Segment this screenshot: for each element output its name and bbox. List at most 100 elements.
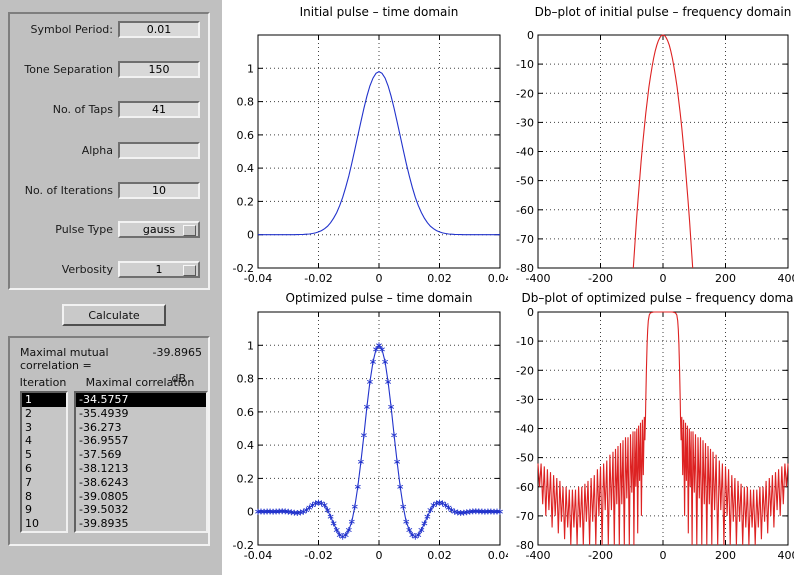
correlation-row-7[interactable]: -38.6243 [76, 476, 206, 490]
correlation-row-5[interactable]: -37.569 [76, 448, 206, 462]
iteration-row-9[interactable]: 9 [22, 503, 66, 517]
svg-text:-0.02: -0.02 [304, 549, 332, 562]
svg-text:0: 0 [660, 272, 667, 285]
correlation-row-6[interactable]: -38.1213 [76, 462, 206, 476]
svg-text:0: 0 [247, 506, 254, 519]
initial-time-plot: -0.04-0.0200.020.04-0.200.20.40.60.81Ini… [222, 0, 508, 290]
svg-text:400: 400 [778, 549, 794, 562]
calculate-button[interactable]: Calculate [62, 304, 166, 326]
svg-text:-0.2: -0.2 [233, 262, 254, 275]
svg-text:-80: -80 [516, 262, 534, 275]
correlation-row-4[interactable]: -36.9557 [76, 434, 206, 448]
param-row-pulse-type: Pulse Type gauss [10, 221, 208, 239]
svg-text:400: 400 [778, 272, 794, 285]
param-row-no-of-taps: No. of Taps 41 [10, 101, 208, 119]
iteration-row-1[interactable]: 1 [22, 393, 66, 407]
iteration-row-3[interactable]: 3 [22, 421, 66, 435]
svg-text:-0.02: -0.02 [304, 272, 332, 285]
svg-text:-20: -20 [516, 87, 534, 100]
svg-text:-30: -30 [516, 393, 534, 406]
iteration-row-8[interactable]: 8 [22, 490, 66, 504]
svg-text:-70: -70 [516, 233, 534, 246]
iteration-row-4[interactable]: 4 [22, 434, 66, 448]
svg-text:1: 1 [247, 62, 254, 75]
symbol-period-label: Symbol Period: [10, 23, 113, 36]
svg-text:Optimized pulse – time domain: Optimized pulse – time domain [286, 291, 473, 305]
svg-text:0.2: 0.2 [237, 195, 255, 208]
optimized-time-plot: -0.04-0.0200.020.04-0.200.20.40.60.81Opt… [222, 290, 508, 575]
svg-text:0.8: 0.8 [237, 96, 255, 109]
verbosity-popup-indicator-icon[interactable] [183, 265, 196, 276]
no-of-iterations-label: No. of Iterations [10, 184, 113, 197]
verbosity-label: Verbosity [10, 263, 113, 276]
pulse-type-label: Pulse Type [10, 223, 113, 236]
iteration-row-5[interactable]: 5 [22, 448, 66, 462]
svg-text:0.4: 0.4 [237, 162, 255, 175]
svg-text:Db–plot of initial pulse – fre: Db–plot of initial pulse – frequency dom… [535, 5, 792, 19]
svg-text:-80: -80 [516, 539, 534, 552]
no-of-taps-field[interactable]: 41 [118, 101, 200, 118]
svg-text:0.04: 0.04 [488, 272, 508, 285]
svg-text:Initial pulse – time domain: Initial pulse – time domain [300, 5, 459, 19]
svg-text:-60: -60 [516, 481, 534, 494]
param-row-symbol-period: Symbol Period: 0.01 [10, 21, 208, 39]
pulse-type-popup-indicator-icon[interactable] [183, 225, 196, 236]
svg-text:-60: -60 [516, 204, 534, 217]
svg-text:0.02: 0.02 [427, 549, 452, 562]
verbosity-popup[interactable]: 1 [118, 261, 200, 278]
correlation-row-9[interactable]: -39.5032 [76, 503, 206, 517]
svg-text:-40: -40 [516, 146, 534, 159]
svg-text:0.6: 0.6 [237, 129, 255, 142]
param-row-verbosity: Verbosity 1 [10, 261, 208, 279]
correlation-row-1[interactable]: -34.5757 [76, 393, 206, 407]
svg-text:0: 0 [376, 549, 383, 562]
correlation-listbox[interactable]: -34.5757-35.4939-36.273-36.9557-37.569-3… [74, 391, 208, 533]
correlation-row-3[interactable]: -36.273 [76, 421, 206, 435]
correlation-row-10[interactable]: -39.8935 [76, 517, 206, 531]
tone-separation-field[interactable]: 150 [118, 61, 200, 78]
svg-text:-70: -70 [516, 510, 534, 523]
no-of-taps-label: No. of Taps [10, 103, 113, 116]
svg-text:200: 200 [715, 272, 736, 285]
svg-text:-20: -20 [516, 364, 534, 377]
optimized-frequency-plot: -400-20002004000-10-20-30-40-50-60-70-80… [508, 290, 794, 575]
pulse-type-popup[interactable]: gauss [118, 221, 200, 238]
no-of-iterations-field[interactable]: 10 [118, 182, 200, 199]
svg-text:-200: -200 [588, 272, 613, 285]
svg-text:-30: -30 [516, 116, 534, 129]
correlation-row-8[interactable]: -39.0805 [76, 490, 206, 504]
summary-label: Maximal mutual correlation = [20, 346, 153, 372]
svg-text:0.02: 0.02 [427, 272, 452, 285]
plots-area: -0.04-0.0200.020.04-0.200.20.40.60.81Ini… [222, 0, 794, 575]
correlation-row-2[interactable]: -35.4939 [76, 407, 206, 421]
alpha-field[interactable] [118, 142, 200, 159]
summary-value: -39.8965 [153, 346, 202, 372]
svg-text:0.8: 0.8 [237, 373, 255, 386]
results-frame: Maximal mutual correlation = -39.8965 dB… [8, 336, 210, 546]
svg-text:1: 1 [247, 339, 254, 352]
iteration-row-10[interactable]: 10 [22, 517, 66, 531]
svg-text:0.4: 0.4 [237, 439, 255, 452]
svg-text:0.2: 0.2 [237, 472, 255, 485]
svg-text:200: 200 [715, 549, 736, 562]
param-row-no-of-iterations: No. of Iterations 10 [10, 182, 208, 200]
iteration-row-6[interactable]: 6 [22, 462, 66, 476]
initial-frequency-plot: -400-20002004000-10-20-30-40-50-60-70-80… [508, 0, 794, 290]
svg-text:-50: -50 [516, 175, 534, 188]
alpha-label: Alpha [10, 144, 113, 157]
svg-text:0: 0 [376, 272, 383, 285]
svg-text:-10: -10 [516, 335, 534, 348]
iteration-row-2[interactable]: 2 [22, 407, 66, 421]
svg-text:-200: -200 [588, 549, 613, 562]
svg-text:0: 0 [527, 306, 534, 319]
param-row-alpha: Alpha [10, 142, 208, 160]
svg-text:0: 0 [247, 229, 254, 242]
iteration-row-7[interactable]: 7 [22, 476, 66, 490]
symbol-period-field[interactable]: 0.01 [118, 21, 200, 38]
svg-text:0.04: 0.04 [488, 549, 508, 562]
svg-text:-40: -40 [516, 423, 534, 436]
